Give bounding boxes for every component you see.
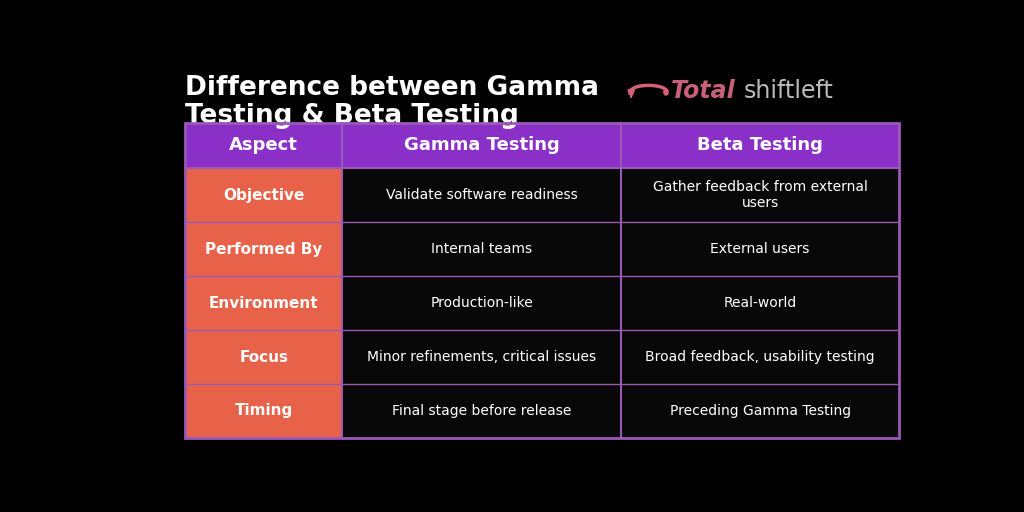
Text: Difference between Gamma: Difference between Gamma bbox=[185, 75, 599, 101]
Bar bbox=[621, 384, 899, 438]
Bar bbox=[342, 168, 621, 222]
Text: Timing: Timing bbox=[234, 403, 293, 418]
Text: Focus: Focus bbox=[240, 350, 288, 365]
Text: Internal teams: Internal teams bbox=[431, 242, 532, 256]
Bar bbox=[185, 276, 342, 330]
Bar bbox=[185, 384, 342, 438]
Text: Testing & Beta Testing: Testing & Beta Testing bbox=[185, 103, 519, 129]
Bar bbox=[621, 276, 899, 330]
Text: Gamma Testing: Gamma Testing bbox=[403, 136, 559, 155]
Bar bbox=[185, 168, 342, 222]
Bar bbox=[621, 168, 899, 222]
Text: External users: External users bbox=[711, 242, 810, 256]
Text: shiftleft: shiftleft bbox=[743, 79, 834, 103]
Text: Performed By: Performed By bbox=[205, 242, 323, 257]
Text: Broad feedback, usability testing: Broad feedback, usability testing bbox=[645, 350, 874, 364]
Text: Preceding Gamma Testing: Preceding Gamma Testing bbox=[670, 404, 851, 418]
Text: Objective: Objective bbox=[223, 188, 304, 203]
Text: Minor refinements, critical issues: Minor refinements, critical issues bbox=[367, 350, 596, 364]
Bar bbox=[342, 384, 621, 438]
Bar bbox=[621, 330, 899, 384]
Bar bbox=[342, 330, 621, 384]
Bar bbox=[621, 122, 899, 168]
Text: Final stage before release: Final stage before release bbox=[392, 404, 571, 418]
Bar bbox=[185, 330, 342, 384]
Text: Aspect: Aspect bbox=[229, 136, 298, 155]
Bar bbox=[342, 222, 621, 276]
Bar bbox=[621, 222, 899, 276]
Bar bbox=[342, 122, 621, 168]
Bar bbox=[185, 222, 342, 276]
Text: Environment: Environment bbox=[209, 295, 318, 311]
Text: Beta Testing: Beta Testing bbox=[697, 136, 823, 155]
Text: Real-world: Real-world bbox=[724, 296, 797, 310]
Text: Production-like: Production-like bbox=[430, 296, 532, 310]
Bar bbox=[185, 122, 342, 168]
Text: Total: Total bbox=[671, 79, 735, 103]
Bar bbox=[185, 122, 899, 438]
Text: Validate software readiness: Validate software readiness bbox=[386, 188, 578, 202]
Bar bbox=[342, 276, 621, 330]
Text: Gather feedback from external
users: Gather feedback from external users bbox=[652, 180, 867, 210]
